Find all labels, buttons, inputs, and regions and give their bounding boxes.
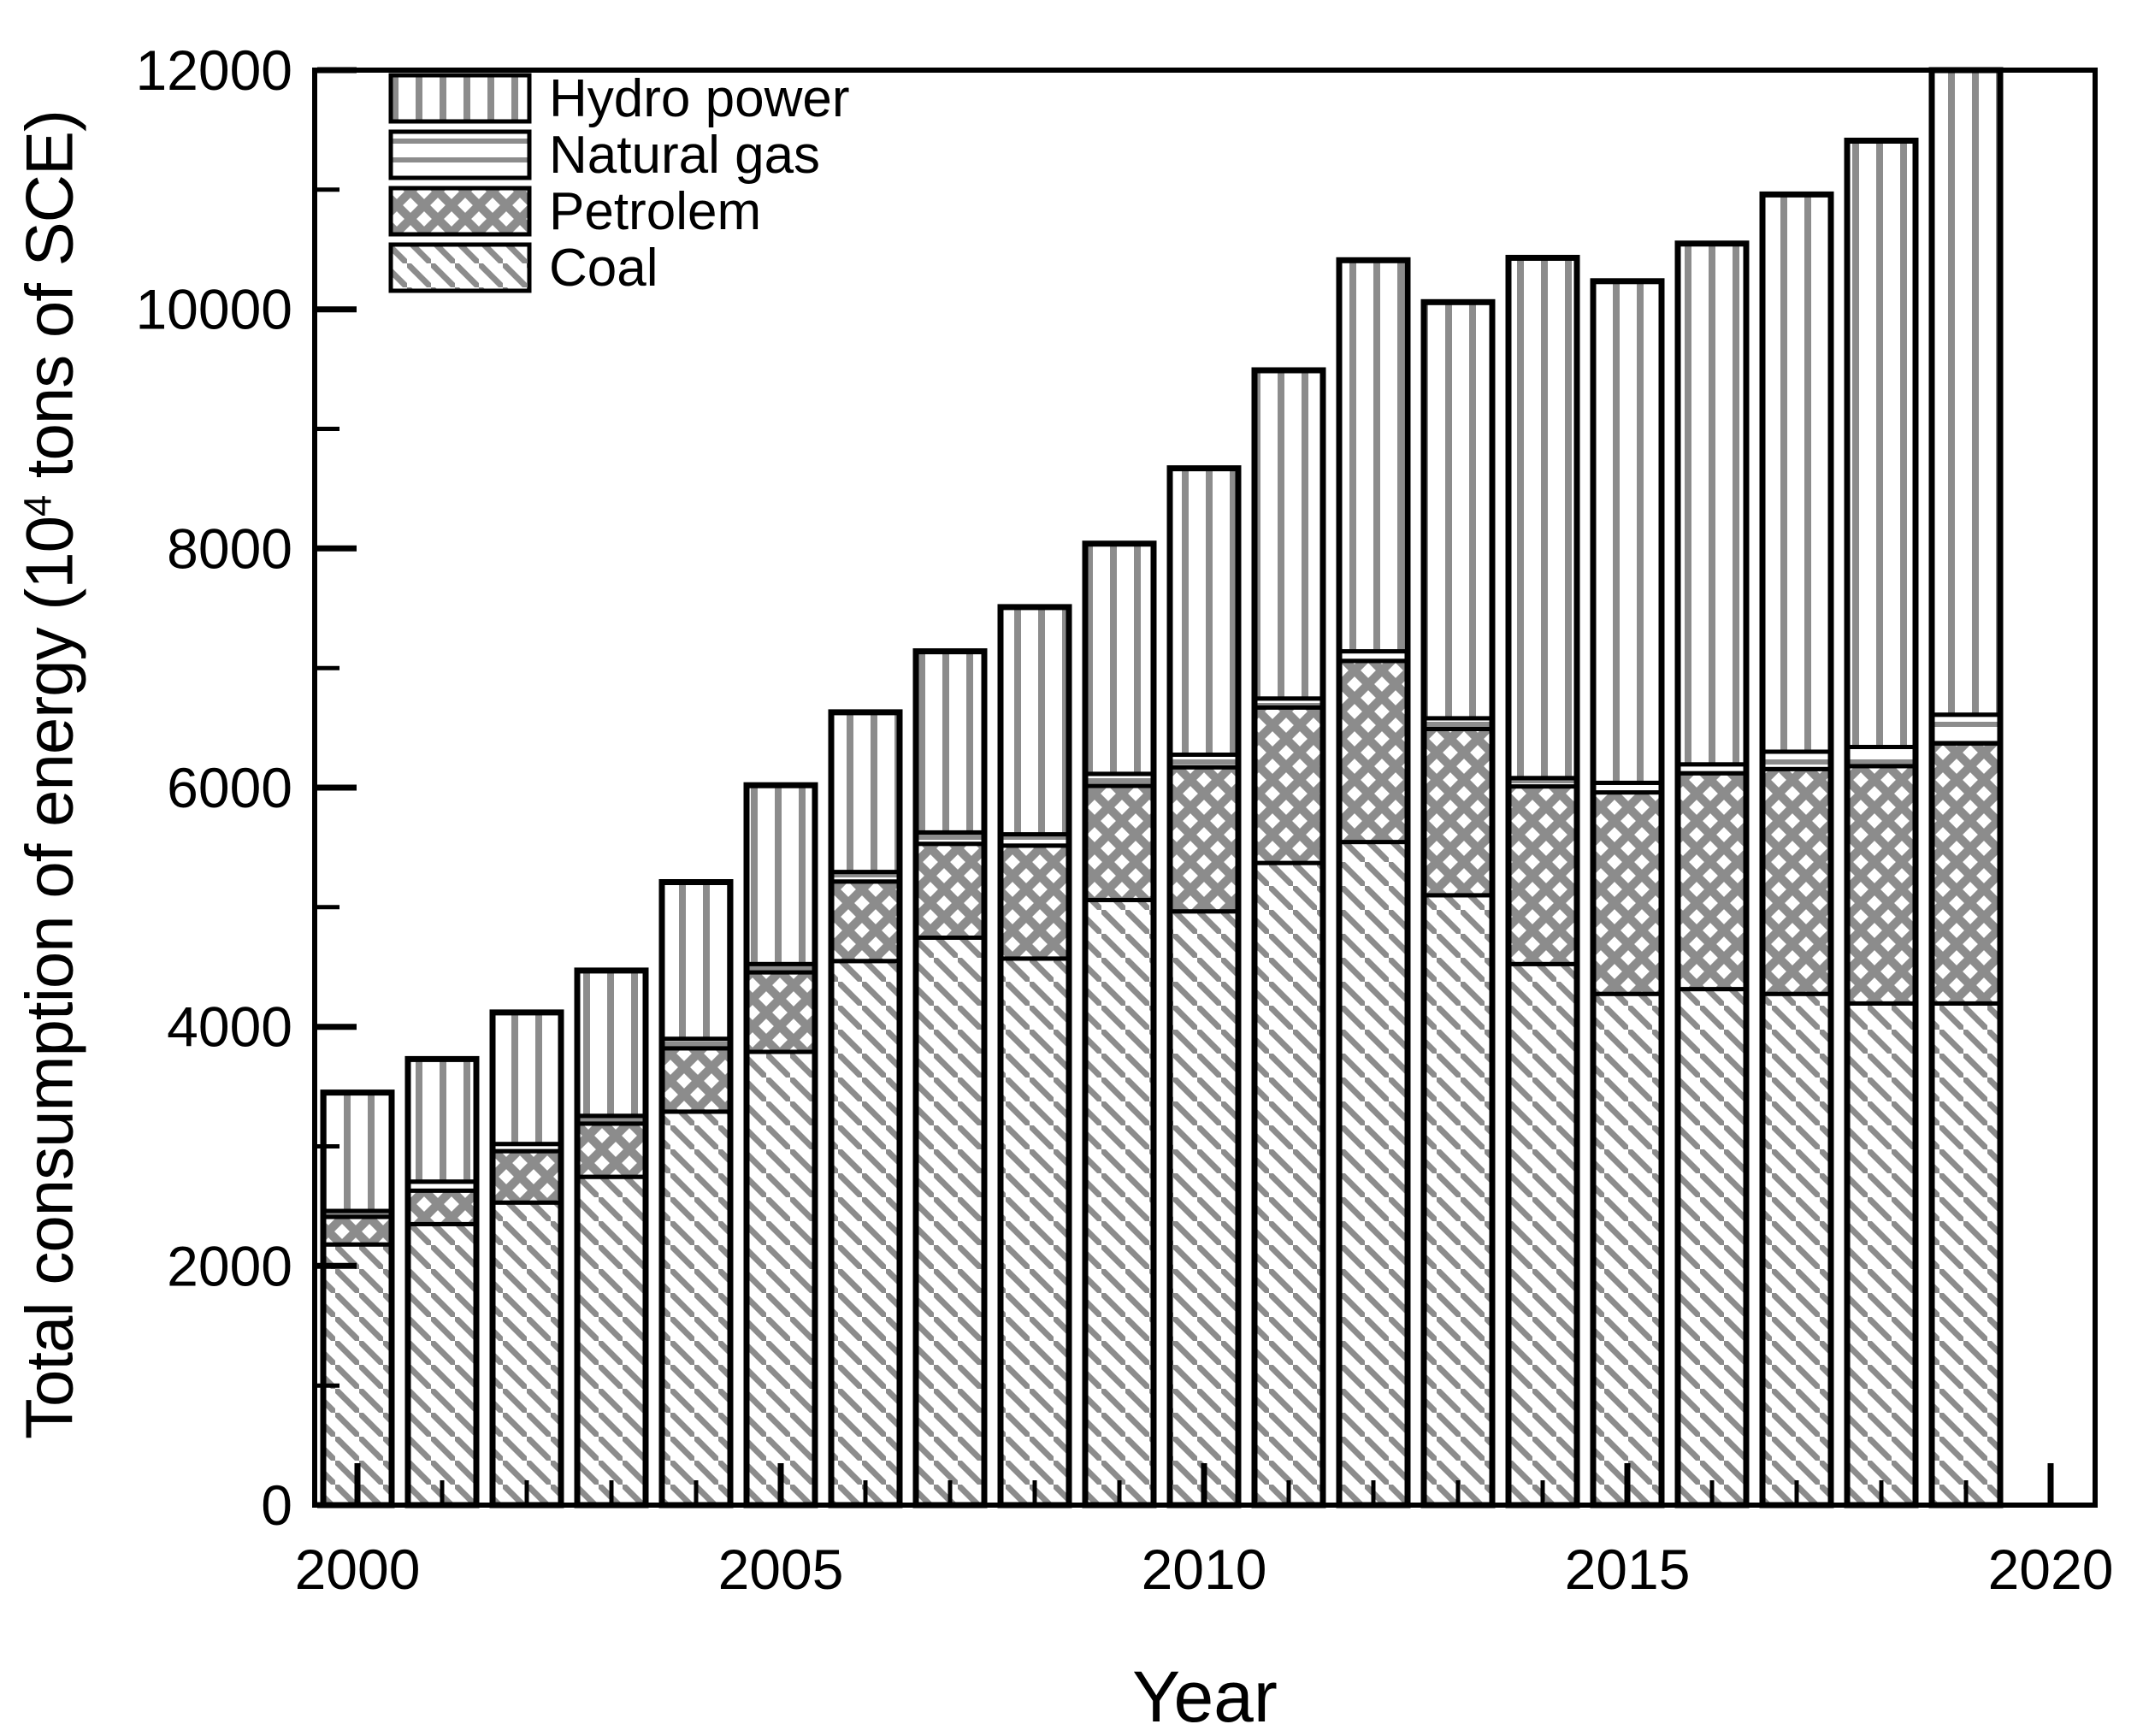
bar-2008-hydro-power [998,605,1072,837]
bar-2011-coal [1252,860,1325,1508]
x-tick-label-2020: 2020 [1988,1538,2114,1601]
legend-label-natural-gas: Natural gas [549,126,820,185]
bar-2009-coal [1083,897,1156,1508]
bar-2001-petrolem [405,1188,479,1226]
bar-2003-petrolem [575,1121,648,1179]
x-axis-title: Year [1132,1656,1278,1736]
x-tick-label-2010: 2010 [1142,1538,1267,1601]
plot-frame [312,68,2098,1508]
bar-2002-hydro-power [490,1010,564,1147]
bar-2014-coal [1506,961,1579,1508]
legend-label-hydro-power: Hydro power [549,69,849,128]
y-tick-label-4000: 4000 [167,995,292,1059]
legend-label-petrolem: Petrolem [549,182,761,241]
bar-2015-coal [1591,991,1664,1508]
bar-2006-petrolem [829,879,902,964]
bar-2019-hydro-power [1929,68,2003,717]
bar-2017-hydro-power [1760,192,1833,754]
x-tick-label-2005: 2005 [718,1538,844,1601]
bar-2006-hydro-power [829,710,902,875]
bar-2016-hydro-power [1675,241,1749,767]
bar-2012-coal [1337,840,1410,1508]
bar-2019-natural-gas [1929,712,2003,746]
y-axis-title: Total consumption of energy (104 tons of… [11,110,89,1439]
bar-2008-petrolem [998,843,1072,961]
y-tick-label-10000: 10000 [135,278,292,341]
bar-2004-petrolem [659,1046,733,1114]
bar-2007-hydro-power [913,649,987,835]
bar-2010-petrolem [1167,765,1241,914]
bar-2002-coal [490,1200,564,1508]
bar-2018-natural-gas [1845,745,1918,769]
bar-2013-coal [1421,893,1495,1508]
bar-2000-hydro-power [321,1090,394,1213]
y-tick-label-0: 0 [261,1473,292,1537]
bar-2005-petrolem [744,970,818,1054]
bar-2008-coal [998,956,1072,1508]
bar-2007-coal [913,936,987,1508]
bar-2017-coal [1760,991,1833,1508]
y-tick-label-2000: 2000 [167,1234,292,1297]
bar-2019-petrolem [1929,741,2003,1006]
y-tick-label-12000: 12000 [135,38,292,102]
bar-2001-hydro-power [405,1056,479,1184]
y-tick-label-8000: 8000 [167,517,292,580]
bar-2010-coal [1167,909,1241,1508]
x-tick-label-2000: 2000 [295,1538,421,1601]
bar-2018-petrolem [1845,764,1918,1006]
bar-2005-hydro-power [744,782,818,966]
y-axis-title-text: Total consumption of energy (10 [11,517,87,1440]
bar-2011-petrolem [1252,705,1325,865]
bar-2015-hydro-power [1591,279,1664,785]
bar-2007-petrolem [913,841,987,941]
x-tick-label-2015: 2015 [1565,1538,1691,1601]
bar-2012-hydro-power [1337,257,1410,654]
bar-2010-hydro-power [1167,466,1241,757]
bar-2012-petrolem [1337,658,1410,845]
bar-2016-petrolem [1675,771,1749,992]
bar-2014-hydro-power [1506,256,1579,781]
y-axis-title-suffix: tons of SCE) [11,109,87,496]
legend-swatch-hydro-power [388,73,532,124]
bar-2006-coal [829,959,902,1508]
bar-2015-petrolem [1591,790,1664,996]
bar-2013-hydro-power [1421,299,1495,721]
bar-2004-coal [659,1109,733,1508]
legend-swatch-petrolem [388,186,532,237]
bar-2000-petrolem [321,1214,394,1247]
bar-2013-petrolem [1421,727,1495,898]
bar-2011-hydro-power [1252,368,1325,701]
bar-2005-coal [744,1049,818,1508]
bar-2009-petrolem [1083,783,1156,902]
y-axis-title-superscript: 4 [15,495,60,517]
legend-swatch-natural-gas [388,129,532,180]
bar-2004-hydro-power [659,880,733,1042]
y-tick-label-6000: 6000 [167,756,292,819]
bar-2018-hydro-power [1845,139,1918,749]
legend-swatch-coal [388,242,532,293]
bar-2001-coal [405,1221,479,1508]
bar-2018-coal [1845,1001,1918,1508]
bar-2003-coal [575,1174,648,1508]
bar-2017-petrolem [1760,766,1833,996]
bar-2019-coal [1929,1001,2003,1508]
bar-2002-petrolem [490,1148,564,1205]
bar-2009-hydro-power [1083,541,1156,776]
bar-2003-hydro-power [575,968,648,1119]
bar-2017-natural-gas [1760,749,1833,771]
bar-2016-coal [1675,987,1749,1508]
bar-2014-petrolem [1506,784,1579,966]
legend-label-coal: Coal [549,239,658,298]
